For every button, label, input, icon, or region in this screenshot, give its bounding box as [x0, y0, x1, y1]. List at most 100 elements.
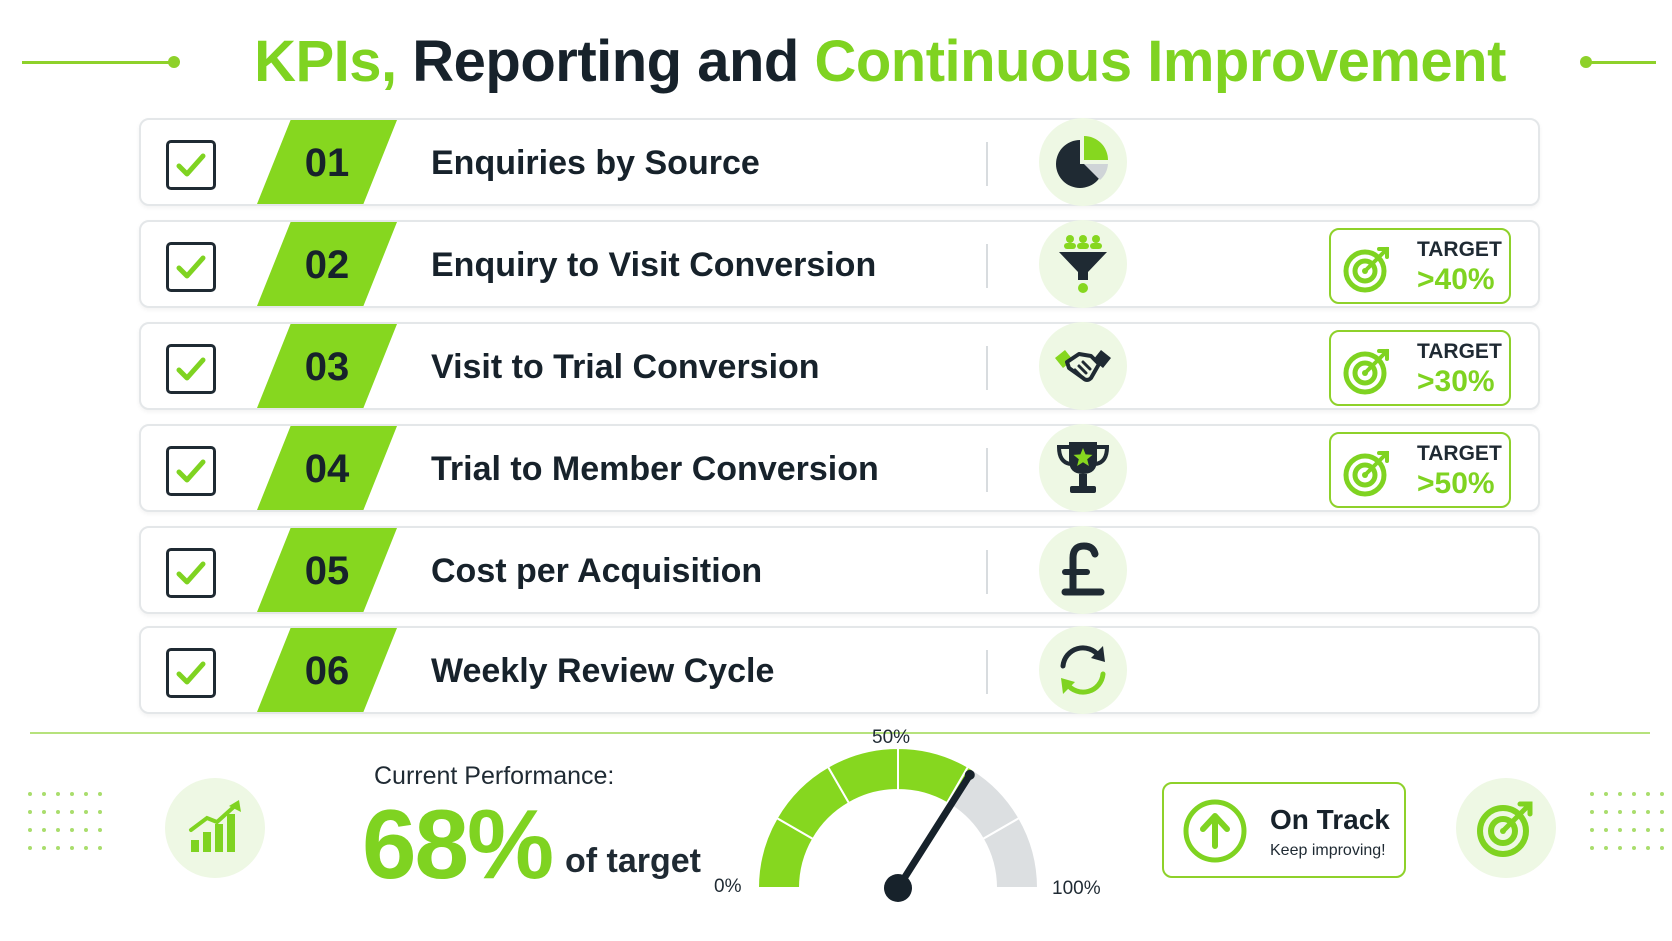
decor-dot — [1604, 792, 1608, 796]
trophy-icon — [1039, 424, 1127, 512]
title-dot-left — [168, 56, 180, 68]
target-value: >30% — [1417, 365, 1495, 398]
decor-dot — [1618, 828, 1622, 832]
decor-dot — [1590, 810, 1594, 814]
gauge-segment-empty — [981, 816, 1040, 889]
target-badge: TARGET >40% — [1329, 228, 1511, 304]
decor-dot — [84, 810, 88, 814]
kpi-number: 01 — [304, 141, 350, 185]
performance-label: Current Performance: — [374, 762, 615, 790]
page-title: KPIs, Reporting and Continuous Improveme… — [180, 28, 1580, 95]
decor-dot — [84, 792, 88, 796]
decor-dot — [1632, 810, 1636, 814]
decor-dot — [1646, 828, 1650, 832]
decor-dot — [1618, 846, 1622, 850]
target-icon — [1343, 349, 1389, 395]
performance-gauge — [756, 746, 1040, 902]
kpi-row-1: 01 Enquiries by Source — [139, 118, 1540, 206]
kpi-label: Visit to Trial Conversion — [431, 348, 820, 386]
kpi-label: Weekly Review Cycle — [431, 652, 775, 690]
bottom-separator — [30, 732, 1650, 734]
kpi-label: Trial to Member Conversion — [431, 450, 879, 488]
handshake-icon — [1039, 322, 1127, 410]
decor-dot — [1604, 810, 1608, 814]
decor-dot — [1632, 828, 1636, 832]
decor-dot — [70, 846, 74, 850]
decor-dot — [1660, 810, 1664, 814]
funnel-icon — [1039, 220, 1127, 308]
growth-chart-icon — [165, 778, 265, 878]
status-subtitle: Keep improving! — [1270, 842, 1386, 859]
divider — [986, 550, 988, 594]
gauge-needle — [894, 771, 974, 892]
target-value: >40% — [1417, 263, 1495, 296]
target-value: >50% — [1417, 467, 1495, 500]
kpi-number: 06 — [304, 649, 350, 693]
pound-icon — [1039, 526, 1127, 614]
decor-dot — [42, 828, 46, 832]
decor-dot — [56, 846, 60, 850]
target-badge: TARGET >30% — [1329, 330, 1511, 406]
decor-dot — [84, 828, 88, 832]
kpi-row-4: 04 Trial to Member Conversion TARGET >50… — [139, 424, 1540, 512]
checkmark-icon — [176, 153, 206, 177]
decor-dot — [1618, 792, 1622, 796]
checkbox[interactable] — [166, 548, 216, 598]
checkbox[interactable] — [166, 648, 216, 698]
kpi-row-5: 05 Cost per Acquisition — [139, 526, 1540, 614]
title-line-right — [1590, 61, 1656, 64]
decor-dot — [1646, 810, 1650, 814]
decor-dot — [1632, 846, 1636, 850]
target-label: TARGET — [1417, 340, 1502, 363]
decor-dot — [1660, 828, 1664, 832]
kpi-number: 04 — [304, 447, 350, 491]
checkbox[interactable] — [166, 446, 216, 496]
kpi-number: 03 — [304, 345, 350, 389]
decor-dot — [1590, 828, 1594, 832]
kpi-number: 05 — [304, 549, 350, 593]
target-icon — [1343, 247, 1389, 293]
kpi-label: Cost per Acquisition — [431, 552, 763, 590]
gauge-max-label: 100% — [1052, 878, 1101, 899]
decor-dot — [70, 828, 74, 832]
kpi-label: Enquiries by Source — [431, 144, 760, 182]
title-dot-right — [1580, 56, 1592, 68]
pie-chart-icon — [1039, 118, 1127, 206]
kpi-row-2: 02 Enquiry to Visit Conversion TARGET >4… — [139, 220, 1540, 308]
decor-dot — [28, 846, 32, 850]
decor-dot — [1660, 846, 1664, 850]
performance-value: 68% — [362, 789, 554, 899]
decor-dot — [1646, 846, 1650, 850]
checkmark-icon — [176, 255, 206, 279]
decor-dot — [1590, 846, 1594, 850]
decor-dot — [1646, 792, 1650, 796]
gauge-mid-label: 50% — [872, 727, 911, 748]
decor-dot — [1618, 810, 1622, 814]
gauge-needle-tip — [964, 769, 975, 780]
checkmark-icon — [176, 661, 206, 685]
title-part-3: Continuous Improvement — [814, 29, 1506, 94]
checkbox[interactable] — [166, 242, 216, 292]
title-part-2: Reporting and — [412, 29, 799, 94]
target-label: TARGET — [1417, 238, 1502, 261]
title-part-1: KPIs, — [254, 29, 397, 94]
decor-dot — [42, 810, 46, 814]
decor-dot — [70, 810, 74, 814]
kpi-row-3: 03 Visit to Trial Conversion TARGET >30% — [139, 322, 1540, 410]
divider — [986, 448, 988, 492]
decor-dot — [56, 810, 60, 814]
decor-dot — [1604, 846, 1608, 850]
checkbox[interactable] — [166, 140, 216, 190]
decor-dot — [98, 828, 102, 832]
decor-dot — [1660, 792, 1664, 796]
status-title: On Track — [1270, 804, 1390, 835]
checkmark-icon — [176, 459, 206, 483]
checkbox[interactable] — [166, 344, 216, 394]
dot-grid-left — [28, 792, 108, 856]
performance-suffix: of target — [565, 842, 701, 880]
decor-dot — [42, 792, 46, 796]
divider — [986, 650, 988, 694]
divider — [986, 346, 988, 390]
target-icon — [1343, 451, 1389, 497]
decor-dot — [56, 792, 60, 796]
